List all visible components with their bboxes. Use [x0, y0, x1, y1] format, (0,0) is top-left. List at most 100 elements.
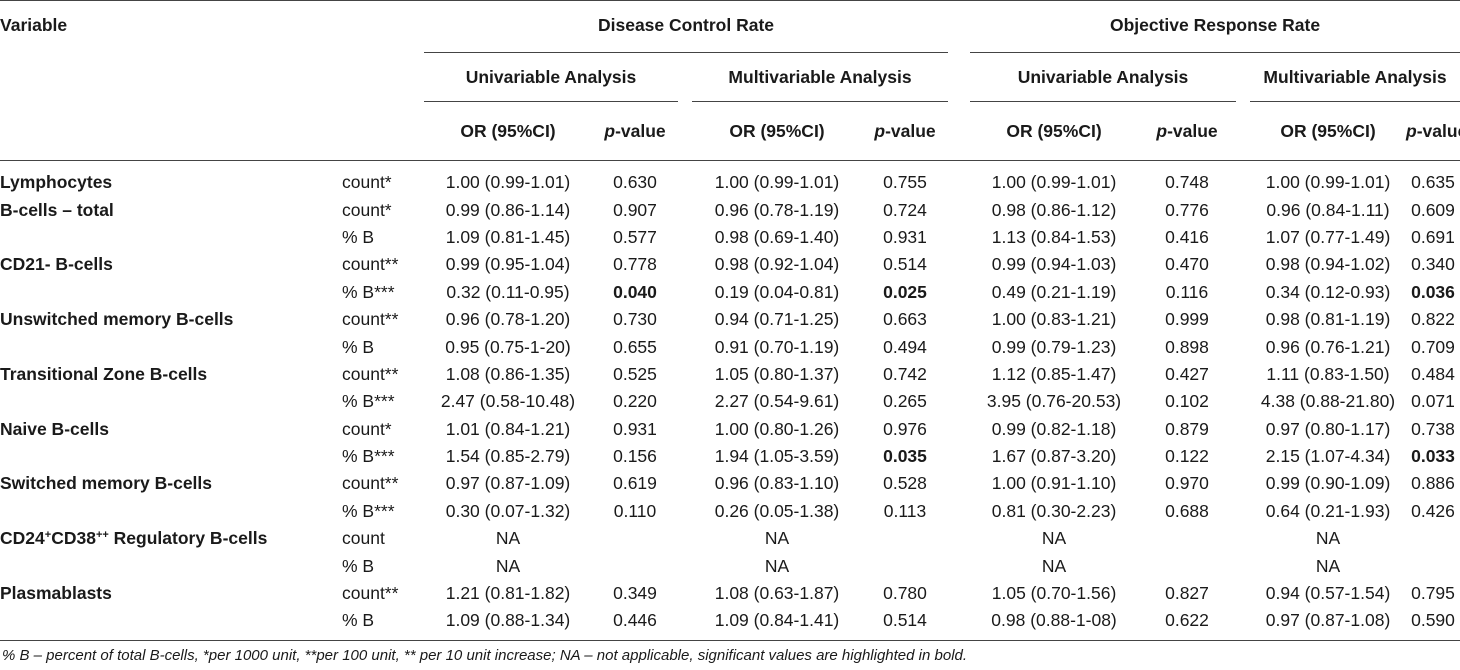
table-row: % B 1.09 (0.88-1.34) 0.446 1.09 (0.84-1.41)… [0, 607, 1460, 641]
or-value: 1.08 (0.63-1.87) [714, 583, 840, 604]
p-value: 0.755 [883, 172, 927, 193]
p-value [1138, 552, 1236, 579]
or-value: 0.99 (0.82-1.18) [991, 418, 1117, 439]
p-col-header: p-value [1138, 101, 1237, 161]
p-value: 0.879 [1165, 418, 1209, 439]
variable-name [0, 224, 336, 251]
or-col-header: OR (95%CI) [692, 101, 862, 161]
variable-header: Variable [0, 0, 336, 53]
p-value: 0.427 [1165, 363, 1209, 384]
or-value: 1.08 (0.86-1.35) [445, 363, 571, 384]
or-value: 0.96 (0.83-1.10) [714, 473, 840, 494]
variable-name: CD21- B-cells [0, 254, 113, 275]
p-value: 0.035 [883, 446, 927, 467]
analysis-header: Univariable Analysis [970, 52, 1237, 102]
or-value: 0.97 (0.80-1.17) [1265, 418, 1391, 439]
or-value: 0.96 (0.84-1.11) [1266, 199, 1390, 220]
analysis-header: Multivariable Analysis [1250, 52, 1460, 102]
unit-label: % B*** [342, 500, 395, 521]
p-value [862, 525, 948, 552]
results-table: Variable Disease Control Rate Objective … [0, 0, 1460, 641]
or-value: 2.15 (1.07-4.34) [1265, 446, 1391, 467]
or-value: 0.99 (0.95-1.04) [445, 254, 571, 275]
p-value: 0.619 [613, 473, 657, 494]
p-value: 0.970 [1165, 473, 1209, 494]
table-row: % B NA NA NA NA [0, 552, 1460, 579]
unit-label: % B [342, 555, 375, 576]
or-value: 0.34 (0.12-0.93) [1265, 281, 1391, 302]
unit-label: count* [342, 199, 392, 220]
or-value: 0.98 (0.86-1.12) [991, 199, 1117, 220]
table-row: Switched memory B-cells count** 0.97 (0.87… [0, 470, 1460, 497]
or-value: 0.96 (0.78-1.19) [714, 199, 840, 220]
table-body: Lymphocytes count* 1.00 (0.99-1.01) 0.630 1.… [0, 169, 1460, 641]
variable-name: CD24+CD38++ Regulatory B-cells [0, 528, 268, 549]
p-value: 0.110 [613, 500, 657, 521]
table-row: CD24+CD38++ Regulatory B-cells count NA NA N… [0, 525, 1460, 552]
or-value: 1.12 (0.85-1.47) [991, 363, 1117, 384]
or-value: 0.30 (0.07-1.32) [445, 500, 571, 521]
or-value: NA [1315, 528, 1341, 549]
or-value: 1.54 (0.85-2.79) [445, 446, 571, 467]
table-row: % B*** 0.32 (0.11-0.95) 0.040 0.19 (0.04-0.… [0, 279, 1460, 306]
variable-name: Plasmablasts [0, 583, 112, 604]
unit-label: % B [336, 607, 424, 641]
or-value: 3.95 (0.76-20.53) [986, 391, 1122, 412]
p-value: 0.484 [1411, 363, 1455, 384]
or-value: 0.64 (0.21-1.93) [1265, 500, 1391, 521]
or-value: NA [764, 528, 790, 549]
unit-label: count** [342, 309, 399, 330]
p-value: 0.577 [613, 226, 657, 247]
p-value: 0.590 [1406, 607, 1460, 641]
p-value: 0.724 [883, 199, 927, 220]
variable-name: Naive B-cells [0, 418, 109, 439]
p-value [862, 552, 948, 579]
unit-label: count* [342, 418, 392, 439]
unit-label: count** [342, 473, 399, 494]
p-value: 0.886 [1411, 473, 1455, 494]
table-row: Transitional Zone B-cells count** 1.08 (0.… [0, 361, 1460, 388]
or-col-header: OR (95%CI) [970, 101, 1139, 161]
or-value: 1.09 (0.88-1.34) [424, 607, 592, 641]
or-col-header: OR (95%CI) [424, 101, 592, 161]
p-value: 0.976 [883, 418, 927, 439]
or-col-header: OR (95%CI) [1250, 101, 1407, 161]
table-row: Lymphocytes count* 1.00 (0.99-1.01) 0.630 1.… [0, 169, 1460, 196]
or-value: 0.32 (0.11-0.95) [446, 281, 570, 302]
table-row: Plasmablasts count** 1.21 (0.81-1.82) 0.349… [0, 580, 1460, 607]
p-value [1138, 525, 1236, 552]
group-header-orr: Objective Response Rate [970, 0, 1460, 53]
p-value: 0.116 [1165, 281, 1209, 302]
or-value: 1.05 (0.80-1.37) [714, 363, 840, 384]
p-value [592, 525, 678, 552]
or-value: 1.00 (0.99-1.01) [445, 172, 571, 193]
unit-label: count [342, 528, 385, 549]
variable-name: B-cells – total [0, 199, 114, 220]
or-value: 1.00 (0.91-1.10) [991, 473, 1117, 494]
p-value: 0.776 [1165, 199, 1209, 220]
or-value: 0.97 (0.87-1.09) [445, 473, 571, 494]
p-value: 0.525 [613, 363, 657, 384]
variable-name: Unswitched memory B-cells [0, 309, 234, 330]
p-value: 0.655 [613, 336, 657, 357]
p-value: 0.470 [1165, 254, 1209, 275]
table-row: % B 0.95 (0.75-1-20) 0.655 0.91 (0.70-1.19)… [0, 333, 1460, 360]
p-value: 0.033 [1411, 446, 1455, 467]
or-value: 1.00 (0.99-1.01) [1265, 172, 1391, 193]
or-value: 1.21 (0.81-1.82) [445, 583, 571, 604]
or-value: NA [495, 555, 521, 576]
p-value: 0.220 [613, 391, 657, 412]
table-row: % B*** 0.30 (0.07-1.32) 0.110 0.26 (0.05-1.… [0, 498, 1460, 525]
or-value: NA [1315, 555, 1341, 576]
analysis-header: Univariable Analysis [424, 52, 678, 102]
unit-label: % B [342, 226, 375, 247]
p-value: 0.265 [883, 391, 927, 412]
p-col-header: p-value [592, 101, 678, 161]
variable-name [0, 388, 336, 415]
or-value: 0.98 (0.94-1.02) [1265, 254, 1391, 275]
table-row: Unswitched memory B-cells count** 0.96 (0.… [0, 306, 1460, 333]
or-value: 0.99 (0.86-1.14) [445, 199, 571, 220]
p-value: 0.742 [883, 363, 927, 384]
or-value: 0.99 (0.90-1.09) [1265, 473, 1391, 494]
p-value: 0.514 [862, 607, 949, 641]
